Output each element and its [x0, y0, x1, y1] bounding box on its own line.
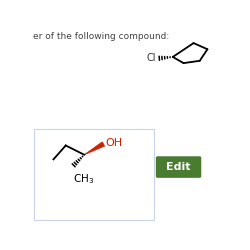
Polygon shape: [84, 142, 105, 155]
Text: CH$_3$: CH$_3$: [74, 172, 95, 186]
Text: OH: OH: [105, 138, 122, 148]
FancyBboxPatch shape: [156, 156, 201, 178]
Text: Edit: Edit: [166, 162, 191, 172]
FancyBboxPatch shape: [34, 129, 154, 220]
Text: er of the following compound:: er of the following compound:: [34, 32, 170, 40]
Text: Cl: Cl: [146, 53, 156, 63]
